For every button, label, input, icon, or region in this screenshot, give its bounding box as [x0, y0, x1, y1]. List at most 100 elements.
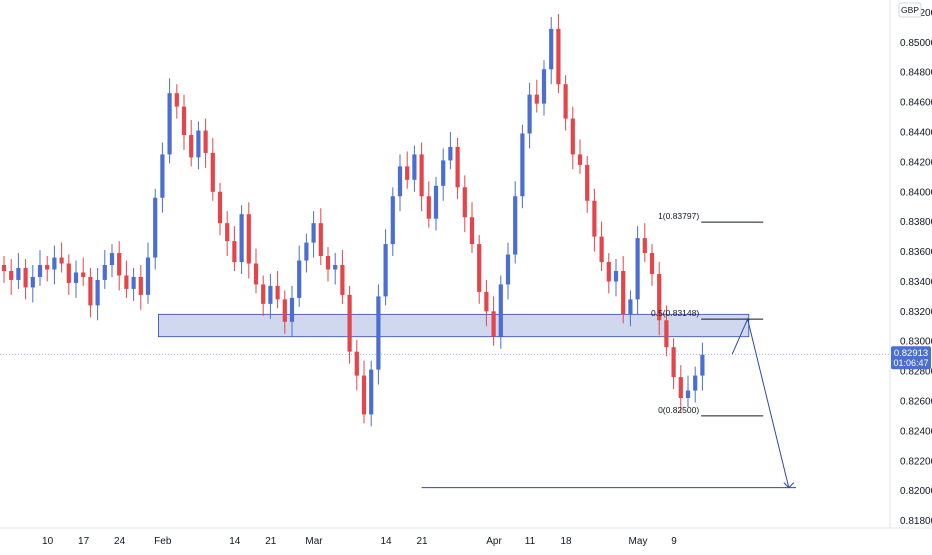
candle[interactable]: [246, 202, 251, 279]
candle[interactable]: [160, 142, 165, 213]
candle[interactable]: [203, 118, 208, 168]
candle-body[interactable]: [505, 254, 511, 285]
candle[interactable]: [181, 94, 187, 150]
candle[interactable]: [275, 270, 280, 309]
candle[interactable]: [657, 262, 662, 336]
candle-body[interactable]: [297, 260, 302, 298]
candle[interactable]: [289, 285, 295, 337]
candle-body[interactable]: [361, 375, 367, 415]
candle-body[interactable]: [181, 106, 187, 136]
candle[interactable]: [340, 250, 345, 304]
candle[interactable]: [592, 188, 597, 252]
candle-body[interactable]: [520, 133, 525, 197]
candle-body[interactable]: [549, 28, 554, 70]
candle-body[interactable]: [9, 270, 14, 280]
candle[interactable]: [196, 121, 201, 170]
candle[interactable]: [81, 257, 86, 286]
candle[interactable]: [239, 205, 244, 274]
candle-body[interactable]: [318, 223, 323, 257]
candle-body[interactable]: [585, 164, 590, 201]
candle-body[interactable]: [628, 299, 633, 315]
candle[interactable]: [426, 181, 431, 228]
candle[interactable]: [441, 148, 446, 201]
candle-body[interactable]: [189, 135, 194, 158]
candle-body[interactable]: [354, 351, 359, 376]
candle-body[interactable]: [642, 238, 647, 254]
candle[interactable]: [23, 259, 28, 300]
candle-body[interactable]: [347, 294, 352, 352]
candle[interactable]: [189, 120, 194, 167]
candle[interactable]: [268, 273, 273, 319]
candle[interactable]: [405, 151, 410, 189]
candle-body[interactable]: [462, 187, 467, 218]
candle-body[interactable]: [268, 285, 273, 304]
candle[interactable]: [570, 106, 575, 170]
candle[interactable]: [412, 145, 417, 192]
current-price-badge[interactable]: [891, 346, 931, 370]
candle[interactable]: [225, 211, 230, 257]
candle-body[interactable]: [81, 272, 86, 277]
candle[interactable]: [261, 275, 266, 316]
candle-body[interactable]: [592, 200, 597, 237]
candle-body[interactable]: [253, 263, 259, 285]
candle[interactable]: [109, 244, 115, 277]
candle-body[interactable]: [311, 223, 316, 243]
candle[interactable]: [354, 339, 359, 391]
candle-body[interactable]: [275, 285, 280, 300]
candle-body[interactable]: [102, 265, 107, 280]
candle-body[interactable]: [45, 265, 50, 270]
candle[interactable]: [448, 132, 453, 170]
candle[interactable]: [124, 260, 129, 298]
candle[interactable]: [30, 265, 35, 303]
candle[interactable]: [520, 124, 525, 209]
candle-body[interactable]: [376, 296, 381, 370]
candle-body[interactable]: [30, 276, 35, 288]
candle[interactable]: [498, 275, 503, 349]
candle[interactable]: [563, 75, 568, 131]
candle-body[interactable]: [448, 146, 453, 161]
candle[interactable]: [131, 267, 136, 301]
candle[interactable]: [73, 260, 79, 298]
candle-body[interactable]: [232, 241, 237, 263]
candle-body[interactable]: [153, 197, 158, 258]
candle-body[interactable]: [678, 377, 683, 398]
candle-body[interactable]: [541, 69, 547, 104]
candle[interactable]: [541, 60, 547, 116]
candle[interactable]: [347, 285, 352, 364]
candle[interactable]: [527, 82, 532, 149]
candle-body[interactable]: [52, 257, 57, 270]
candle[interactable]: [469, 202, 475, 254]
candle[interactable]: [88, 267, 93, 318]
candle[interactable]: [477, 235, 482, 304]
candle-body[interactable]: [261, 284, 266, 304]
candle-body[interactable]: [117, 253, 122, 276]
candle[interactable]: [16, 253, 21, 289]
candle[interactable]: [599, 221, 604, 271]
candle-body[interactable]: [599, 236, 604, 263]
candle[interactable]: [397, 154, 403, 212]
candle[interactable]: [253, 248, 259, 294]
candle[interactable]: [376, 284, 381, 385]
candle[interactable]: [138, 265, 143, 310]
candle-body[interactable]: [383, 244, 388, 297]
candle[interactable]: [433, 176, 439, 231]
candle[interactable]: [390, 187, 395, 257]
candle-body[interactable]: [325, 256, 331, 270]
candle[interactable]: [700, 342, 705, 391]
candle-body[interactable]: [563, 84, 568, 119]
candle[interactable]: [95, 267, 100, 321]
candle-body[interactable]: [16, 267, 21, 280]
candle-body[interactable]: [196, 130, 201, 158]
candle[interactable]: [642, 223, 647, 263]
candle-body[interactable]: [95, 279, 100, 306]
candle[interactable]: [37, 250, 43, 286]
candle[interactable]: [117, 241, 122, 291]
candle-body[interactable]: [606, 262, 611, 282]
candle-body[interactable]: [109, 253, 115, 266]
candle-body[interactable]: [693, 375, 698, 391]
candle-body[interactable]: [340, 265, 345, 295]
candle[interactable]: [549, 16, 554, 85]
candle[interactable]: [232, 226, 237, 271]
candle-body[interactable]: [1, 265, 7, 271]
